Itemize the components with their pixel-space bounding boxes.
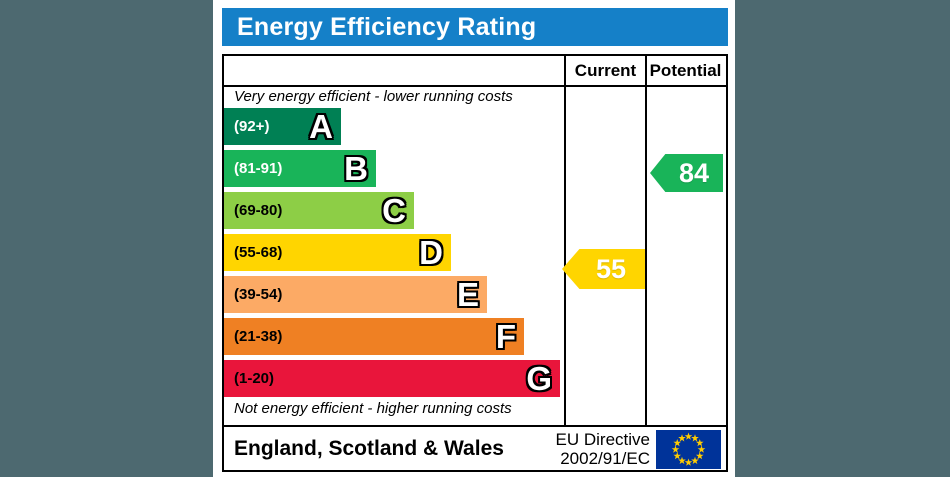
top-caption: Very energy efficient - lower running co… xyxy=(234,88,513,105)
band-letter-e: E xyxy=(456,276,479,313)
band-bar-f: (21-38) F xyxy=(224,318,524,355)
footer-row-divider xyxy=(224,425,726,427)
eu-flag-icon xyxy=(656,430,721,469)
region-label: England, Scotland & Wales xyxy=(234,437,504,460)
band-range-c: (69-80) xyxy=(234,202,283,219)
band-letter-a: A xyxy=(309,108,333,145)
chart-title-bar: Energy Efficiency Rating xyxy=(222,8,728,46)
header-row-divider xyxy=(224,85,726,87)
potential-rating-arrow: 84 xyxy=(650,154,723,192)
band-bar-a: (92+) A xyxy=(224,108,341,145)
band-range-f: (21-38) xyxy=(234,328,283,345)
potential-column-header: Potential xyxy=(649,61,722,80)
band-letter-b: B xyxy=(344,150,368,187)
epc-rating-table: Current Potential Very energy efficient … xyxy=(222,54,728,472)
current-column-divider xyxy=(564,56,566,427)
band-letter-d: D xyxy=(419,234,443,271)
band-range-a: (92+) xyxy=(234,118,270,135)
band-range-b: (81-91) xyxy=(234,160,283,177)
band-range-g: (1-20) xyxy=(234,370,275,387)
chart-title: Energy Efficiency Rating xyxy=(237,12,537,41)
current-column-header: Current xyxy=(574,61,637,80)
eu-directive-line1: EU Directive xyxy=(555,430,650,449)
eu-directive-label: EU Directive 2002/91/EC xyxy=(504,430,650,468)
band-bar-c: (69-80) C xyxy=(224,192,414,229)
bottom-caption: Not energy efficient - higher running co… xyxy=(234,400,512,417)
potential-rating-value: 84 xyxy=(678,157,710,188)
band-letter-g: G xyxy=(526,360,552,397)
eu-directive-line2: 2002/91/EC xyxy=(560,449,650,468)
band-letter-f: F xyxy=(495,318,516,355)
table-footer: England, Scotland & Wales EU Directive 2… xyxy=(224,427,726,470)
band-letter-c: C xyxy=(382,192,406,229)
band-bar-b: (81-91) B xyxy=(224,150,376,187)
band-bar-g: (1-20) G xyxy=(224,360,560,397)
band-range-e: (39-54) xyxy=(234,286,283,303)
potential-column-divider xyxy=(645,56,647,427)
band-bar-e: (39-54) E xyxy=(224,276,487,313)
current-rating-arrow: 55 xyxy=(562,249,645,289)
band-bar-d: (55-68) D xyxy=(224,234,451,271)
current-rating-value: 55 xyxy=(595,253,627,284)
band-range-d: (55-68) xyxy=(234,244,283,261)
